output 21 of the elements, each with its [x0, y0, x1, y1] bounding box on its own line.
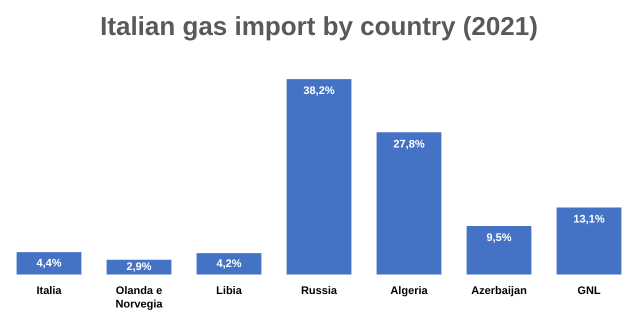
data-label: 13,1% [573, 214, 605, 226]
data-label: 27,8% [393, 138, 425, 150]
x-tick-label: Algeria [390, 285, 429, 298]
x-tick-label: Russia [300, 285, 338, 298]
bar [466, 226, 532, 275]
data-label: 4,4% [36, 257, 62, 270]
x-tick-label: Olanda e Norvegia [115, 285, 164, 310]
bar [376, 132, 442, 275]
data-label: 2,9% [126, 261, 152, 274]
x-tick-label: Libia [216, 285, 243, 298]
x-tick-label: GNL [577, 285, 601, 298]
bar [556, 208, 622, 275]
bar [196, 253, 262, 275]
data-label: 4,2% [216, 258, 242, 270]
data-label: 38,2% [303, 85, 335, 98]
data-label: 9,5% [486, 232, 512, 244]
x-tick-label: Italia [36, 285, 62, 298]
chart-title: Italian gas import by country (2021) [100, 10, 538, 41]
bar [286, 79, 352, 275]
bar [16, 252, 82, 275]
x-tick-label: Azerbaijan [471, 285, 528, 298]
